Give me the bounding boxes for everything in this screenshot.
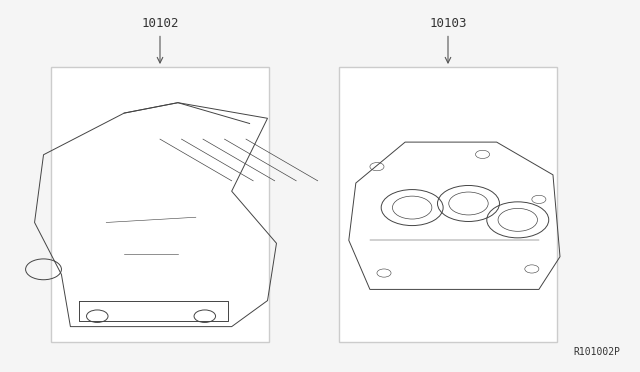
- FancyBboxPatch shape: [339, 67, 557, 342]
- FancyBboxPatch shape: [51, 67, 269, 342]
- Text: 10103: 10103: [429, 17, 467, 30]
- Text: 10102: 10102: [141, 17, 179, 30]
- Text: R101002P: R101002P: [574, 347, 621, 357]
